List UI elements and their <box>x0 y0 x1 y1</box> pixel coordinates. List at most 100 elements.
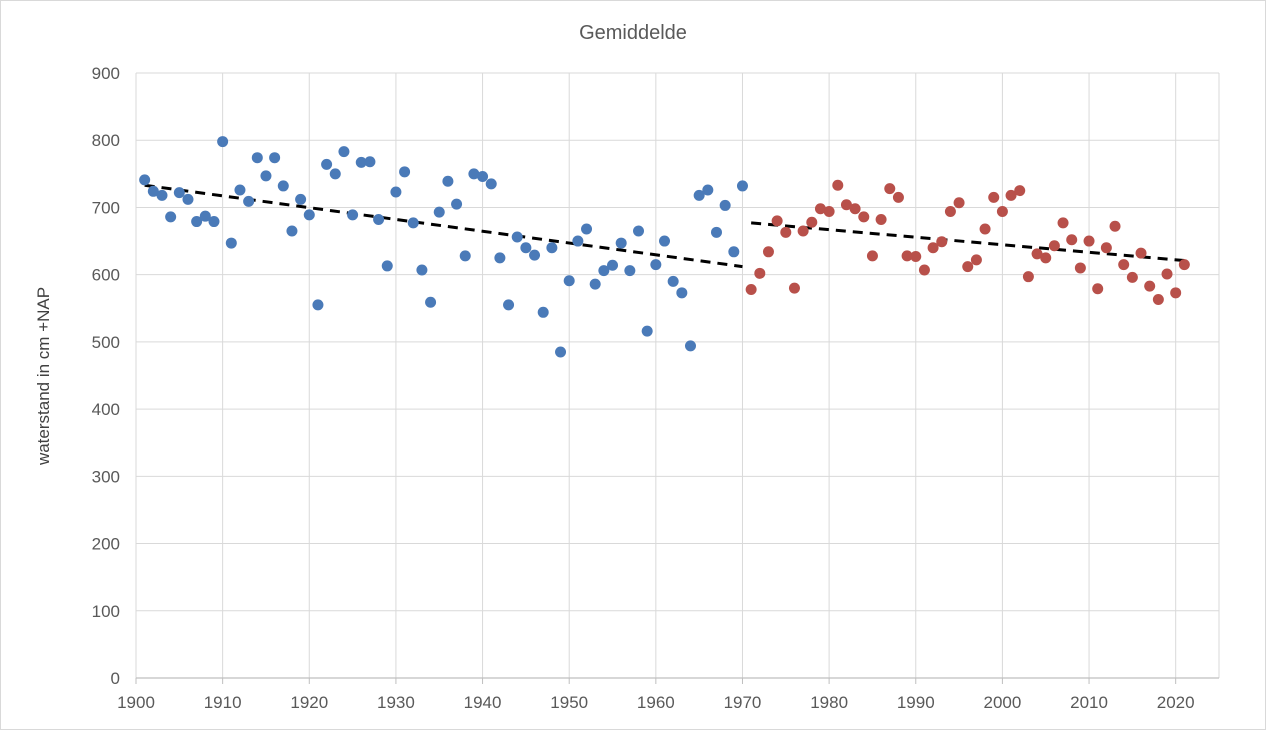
data-point <box>485 178 497 190</box>
y-tick-label: 900 <box>92 64 120 83</box>
data-point <box>944 205 956 217</box>
data-point <box>970 254 982 266</box>
data-point <box>546 242 558 254</box>
chart-title: Gemiddelde <box>579 22 687 44</box>
data-point <box>728 246 740 258</box>
data-point <box>667 275 679 287</box>
data-point <box>979 223 991 235</box>
data-point <box>459 250 471 262</box>
data-point <box>1048 240 1060 252</box>
data-point <box>277 180 289 192</box>
data-point <box>191 216 203 228</box>
data-point <box>598 265 610 277</box>
data-point <box>1022 271 1034 283</box>
data-point <box>260 170 272 182</box>
data-point <box>1005 189 1017 201</box>
data-point <box>494 252 506 264</box>
axes: 0 100 200 300 400 500 600 700 800 900 1900 1910 1920… <box>92 64 1219 712</box>
data-point <box>1144 280 1156 292</box>
data-point <box>390 186 402 198</box>
x-tick-label: 2020 <box>1157 693 1195 712</box>
data-point <box>364 156 376 168</box>
data-point <box>901 250 913 262</box>
data-point <box>1152 294 1164 306</box>
trendline <box>751 221 1185 263</box>
data-point <box>217 136 229 148</box>
x-tick-label: 2010 <box>1070 693 1108 712</box>
data-point <box>563 275 575 287</box>
data-point <box>910 251 922 263</box>
data-point <box>347 209 359 221</box>
data-point <box>381 260 393 272</box>
data-point <box>884 183 896 195</box>
data-point <box>199 210 211 222</box>
data-point <box>147 185 159 197</box>
data-point <box>745 283 757 295</box>
data-point <box>762 246 774 258</box>
data-point <box>251 152 263 164</box>
data-point <box>806 216 818 228</box>
data-point <box>1135 247 1147 259</box>
data-point <box>710 226 722 238</box>
data-point <box>754 267 766 279</box>
data-point <box>858 211 870 223</box>
data-point <box>840 199 852 211</box>
y-axis-label: waterstand in cm +NAP <box>34 287 53 466</box>
data-point <box>693 189 705 201</box>
data-point <box>329 168 341 180</box>
data-point <box>1031 248 1043 260</box>
data-point <box>780 226 792 238</box>
data-point <box>1092 283 1104 295</box>
data-point <box>477 171 489 183</box>
x-tick-label: 1930 <box>377 693 415 712</box>
data-point <box>425 296 437 308</box>
data-point <box>555 346 567 358</box>
data-point <box>866 250 878 262</box>
data-point <box>633 225 645 237</box>
data-point <box>182 193 194 205</box>
data-point <box>589 278 601 290</box>
data-point <box>797 225 809 237</box>
data-point <box>615 237 627 249</box>
data-point <box>1083 235 1095 247</box>
data-point <box>1014 185 1026 197</box>
x-tick-label: 2000 <box>983 693 1021 712</box>
x-tick-label: 1910 <box>204 693 242 712</box>
data-point <box>286 225 298 237</box>
data-point <box>243 195 255 207</box>
data-point <box>1170 287 1182 299</box>
data-point <box>139 174 151 186</box>
x-tick-label: 1940 <box>464 693 502 712</box>
y-tick-label: 100 <box>92 602 120 621</box>
data-point <box>1126 271 1138 283</box>
data-point <box>511 231 523 243</box>
data-point <box>165 211 177 223</box>
data-point <box>416 264 428 276</box>
data-point <box>355 156 367 168</box>
data-point <box>702 184 714 196</box>
data-point <box>234 184 246 196</box>
data-point <box>823 205 835 217</box>
data-point <box>892 191 904 203</box>
data-point <box>407 217 419 229</box>
data-point <box>1074 262 1086 274</box>
x-tick-label: 1920 <box>290 693 328 712</box>
data-point <box>520 242 532 254</box>
data-point <box>659 235 671 247</box>
data-point <box>442 175 454 187</box>
x-tick-label: 1980 <box>810 693 848 712</box>
data-point <box>918 264 930 276</box>
y-tick-label: 300 <box>92 467 120 486</box>
data-point <box>936 236 948 248</box>
grid <box>135 72 1220 679</box>
data-point <box>1040 252 1052 264</box>
y-tick-label: 600 <box>92 266 120 285</box>
data-point <box>572 235 584 247</box>
data-point <box>927 242 939 254</box>
data-point <box>225 237 237 249</box>
data-point <box>1161 268 1173 280</box>
x-tick-label: 1990 <box>897 693 935 712</box>
data-point <box>771 215 783 227</box>
data-point <box>676 287 688 299</box>
